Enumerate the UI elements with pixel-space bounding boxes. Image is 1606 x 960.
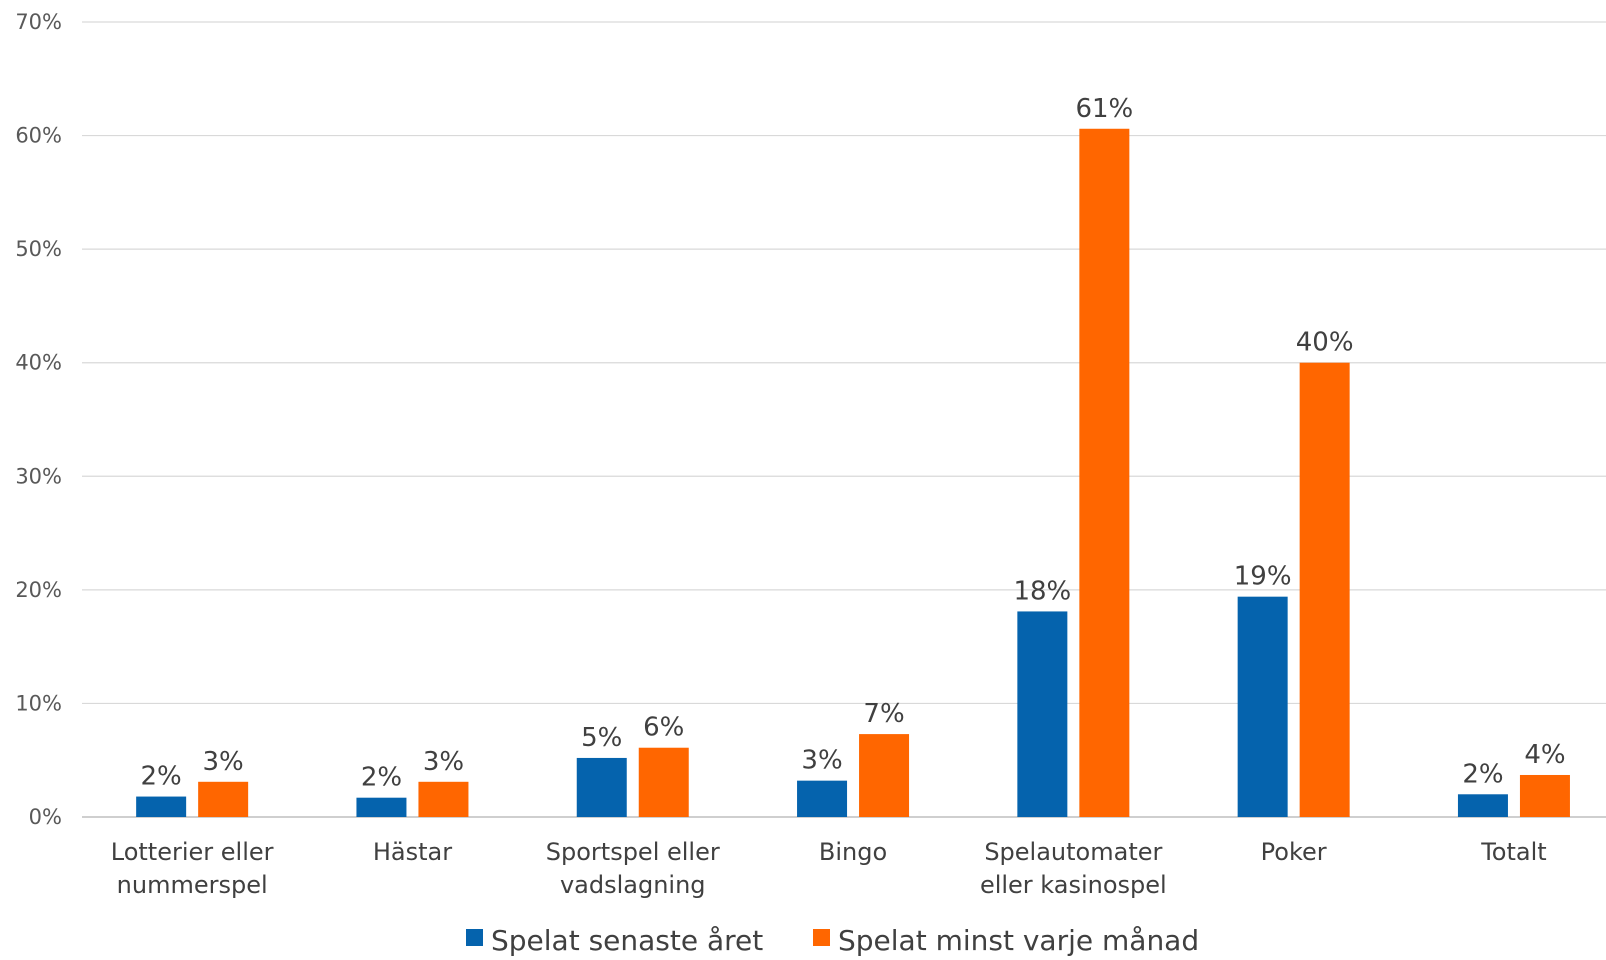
legend-swatch <box>466 929 483 946</box>
y-tick-label: 30% <box>15 464 62 488</box>
x-tick-label: eller kasinospel <box>980 871 1167 899</box>
data-label: 6% <box>643 713 684 743</box>
data-label: 7% <box>863 699 904 729</box>
data-label: 3% <box>423 747 464 777</box>
data-label: 2% <box>361 763 402 793</box>
y-tick-label: 70% <box>15 10 62 34</box>
legend-label: Spelat senaste året <box>491 924 763 956</box>
data-label: 61% <box>1075 94 1133 124</box>
bar-senaste-aret <box>356 797 407 817</box>
data-label: 40% <box>1296 328 1354 358</box>
y-tick-label: 40% <box>15 351 62 375</box>
bar-senaste-aret <box>1017 611 1068 817</box>
bar-varje-manad <box>859 734 910 817</box>
legend-swatch <box>813 929 830 946</box>
y-tick-label: 60% <box>15 124 62 148</box>
data-label: 2% <box>1462 759 1503 789</box>
x-tick-label: Hästar <box>373 838 452 866</box>
bar-varje-manad <box>638 747 689 817</box>
y-tick-label: 50% <box>15 237 62 261</box>
data-label: 5% <box>581 723 622 753</box>
bar-senaste-aret <box>1457 794 1508 817</box>
bar-varje-manad <box>198 781 249 817</box>
y-tick-label: 10% <box>15 691 62 715</box>
x-tick-label: Totalt <box>1480 838 1546 866</box>
x-tick-label: Spelautomater <box>984 838 1162 866</box>
y-tick-label: 20% <box>15 578 62 602</box>
data-label: 4% <box>1524 740 1565 770</box>
x-tick-label: Bingo <box>819 838 887 866</box>
data-label: 2% <box>141 762 182 792</box>
data-label: 18% <box>1013 576 1071 606</box>
bar-varje-manad <box>418 781 469 817</box>
bar-varje-manad <box>1519 774 1570 817</box>
y-tick-label: 0% <box>29 805 62 829</box>
bar-senaste-aret <box>576 757 627 817</box>
x-tick-label: Poker <box>1261 838 1327 866</box>
bar-senaste-aret <box>797 780 848 817</box>
x-tick-label: Lotterier eller <box>111 838 274 866</box>
x-tick-label: vadslagning <box>560 871 706 899</box>
data-label: 19% <box>1234 562 1292 592</box>
legend-label: Spelat minst varje månad <box>838 924 1199 956</box>
bar-senaste-aret <box>136 796 187 817</box>
x-tick-label: Sportspel eller <box>546 838 720 866</box>
bar-varje-manad <box>1299 362 1350 817</box>
data-label: 3% <box>203 747 244 777</box>
x-tick-label: nummerspel <box>117 871 268 899</box>
bar-senaste-aret <box>1237 596 1288 817</box>
bar-varje-manad <box>1079 128 1130 817</box>
data-label: 3% <box>801 746 842 776</box>
